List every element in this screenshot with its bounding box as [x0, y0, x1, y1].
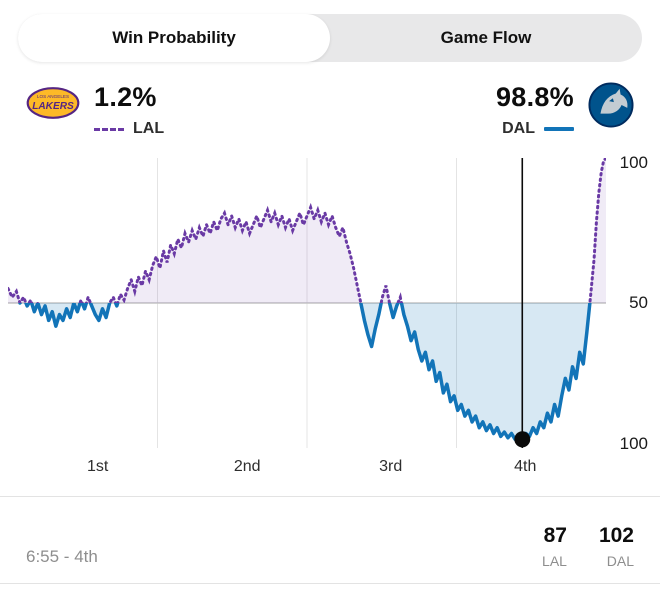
dal-score-team: DAL: [606, 553, 634, 569]
probability-header: LOS ANGELES LAKERS 1.2% LAL 98.8% DAL: [0, 62, 660, 138]
win-probability-chart[interactable]: 100 50 100: [0, 153, 660, 453]
x-axis-label-1st: 1st: [87, 458, 109, 475]
x-axis-label-3rd: 3rd: [379, 458, 403, 475]
dal-legend-label: DAL: [502, 120, 535, 137]
y-axis-label-top: 100: [619, 153, 648, 172]
tab-bar: Win Probability Game Flow: [18, 14, 642, 62]
x-axis-label-2nd: 2nd: [233, 458, 261, 475]
y-axis-label-mid: 50: [629, 293, 648, 312]
lal-score: 87: [543, 524, 567, 547]
tab-game-flow[interactable]: Game Flow: [440, 28, 532, 47]
lal-win-percentage: 1.2%: [94, 82, 157, 112]
score-columns: 87 LAL 102 DAL: [542, 524, 634, 569]
lal-dashed-line-swatch: [94, 127, 124, 131]
game-clock: 6:55 - 4th: [26, 547, 98, 566]
lakers-logo-small-text: LOS ANGELES: [37, 94, 69, 99]
lal-summary: LOS ANGELES LAKERS 1.2% LAL: [26, 82, 164, 138]
dal-solid-line-swatch: [544, 127, 574, 131]
tab-win-probability[interactable]: Win Probability: [18, 14, 330, 62]
dal-score-column: 102 DAL: [599, 524, 634, 569]
dal-win-percentage: 98.8%: [495, 82, 574, 112]
dal-legend: DAL: [502, 120, 574, 138]
lal-legend: LAL: [94, 120, 164, 138]
quarter-axis: 1st 2nd 3rd 4th: [8, 452, 606, 482]
mavericks-logo: [588, 82, 634, 128]
score-footer: 6:55 - 4th 87 LAL 102 DAL: [0, 496, 660, 584]
x-axis-label-4th: 4th: [514, 458, 537, 475]
dal-score: 102: [598, 524, 634, 547]
lal-legend-label: LAL: [133, 120, 165, 137]
lakers-logo-text: LAKERS: [32, 101, 74, 112]
y-axis-label-bottom: 100: [619, 434, 648, 453]
dal-summary: 98.8% DAL: [496, 82, 634, 138]
win-probability-plot[interactable]: [8, 158, 606, 448]
lal-score-team: LAL: [542, 553, 567, 569]
lal-score-column: 87 LAL: [542, 524, 567, 569]
lakers-logo: LOS ANGELES LAKERS: [26, 87, 80, 119]
